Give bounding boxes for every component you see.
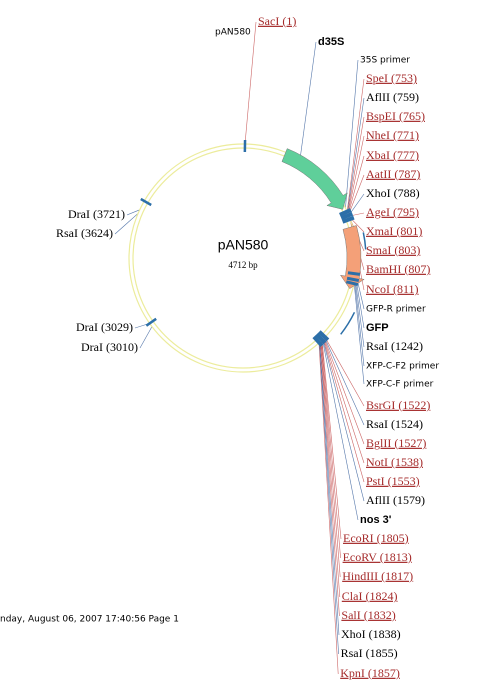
site-tick [340,211,354,221]
leader-line [319,342,339,655]
plasmid-size: 4712 bp [228,260,258,270]
site-label: RsaI (3624) [56,226,113,240]
leader-line [354,280,365,367]
site-label: nos 3' [360,514,392,526]
site-label: DraI (3029) [76,320,133,334]
site-label: XbaI (777) [366,148,419,162]
leader-line [346,78,365,212]
leader-line [347,155,365,215]
site-label: XhoI (1838) [341,627,401,641]
site-label: NheI (771) [366,128,419,142]
leader-line [345,59,359,209]
site-tick [140,197,152,207]
leader-line [322,339,365,502]
site-tick [317,330,330,342]
leader-line [244,21,257,145]
leader-line [347,116,365,213]
site-tick [341,215,355,224]
leader-line [322,339,359,521]
leader-line [354,278,365,348]
site-label: 35S primer [360,56,410,66]
leader-line [319,342,340,636]
site-label: DraI (3010) [81,340,138,354]
site-label: BspEI (765) [366,109,425,123]
footer: nday, August 06, 2007 17:40:56 Page 1 [0,615,179,625]
primer-arc [340,312,356,335]
leader-line [323,338,365,464]
site-label: NcoI (811) [366,282,419,296]
site-label: NotI (1538) [366,455,423,469]
leader-line [139,326,153,349]
leader-line [299,41,317,160]
site-label: BamHI (807) [366,262,430,276]
site-tick [312,335,324,348]
leader-line [324,337,365,426]
site-label: AflII (1579) [366,493,425,507]
site-label: PstI (1553) [366,474,420,488]
site-label: XFP-C-F2 primer [366,362,439,372]
site-label: AatII (787) [366,167,420,181]
site-label: AflII (759) [366,90,419,104]
site-tick [339,208,352,217]
leader-line [324,337,365,407]
site-label: EcoRV (1813) [343,550,412,564]
site-label: RsaI (1524) [366,417,423,431]
site-label: GFP [366,322,389,334]
site-label: RsaI (1855) [341,646,398,660]
site-label: BglII (1527) [366,436,426,450]
site-label: KpnI (1857) [340,666,400,680]
leader-line [323,337,365,445]
leader-line [126,209,140,216]
site-label: SalI (1832) [341,608,395,622]
leader-line [347,135,365,214]
site-tick [345,280,359,287]
leader-line [320,341,341,598]
site-label: SpeI (753) [366,71,417,85]
leader-line [348,174,365,215]
site-label: HindIII (1817) [342,569,413,583]
site-tick [145,317,157,327]
site-label: XhoI (788) [366,186,420,200]
leader-line [347,97,365,213]
primer-arc [362,232,367,250]
site-label: d35S [318,36,344,48]
leader-line [320,341,340,617]
map-label: pAN580 [215,28,251,38]
feature-d35s [281,148,348,210]
site-label: AgeI (795) [366,205,419,219]
site-label: SmaI (803) [366,243,420,257]
site-label: EcoRI (1805) [343,531,409,545]
leader-line [114,213,139,235]
leader-line [321,340,341,559]
plasmid-name: pAN580 [218,237,269,253]
site-tick [347,271,361,276]
site-label: DraI (3721) [68,207,125,221]
leader-line [353,283,365,385]
site-label: RsaI (1242) [366,339,423,353]
leader-line [323,338,365,483]
site-label: XFP-C-F primer [366,380,434,390]
site-tick [346,276,360,282]
site-label: ClaI (1824) [342,589,398,603]
site-label: SacI (1) [258,14,296,28]
site-label: XmaI (801) [366,224,422,238]
site-label: GFP-R primer [366,305,426,315]
leader-line [320,340,341,578]
leader-line [318,342,339,675]
leader-line [321,340,342,540]
site-tick [315,332,327,345]
site-label: BsrGI (1522) [366,398,430,412]
